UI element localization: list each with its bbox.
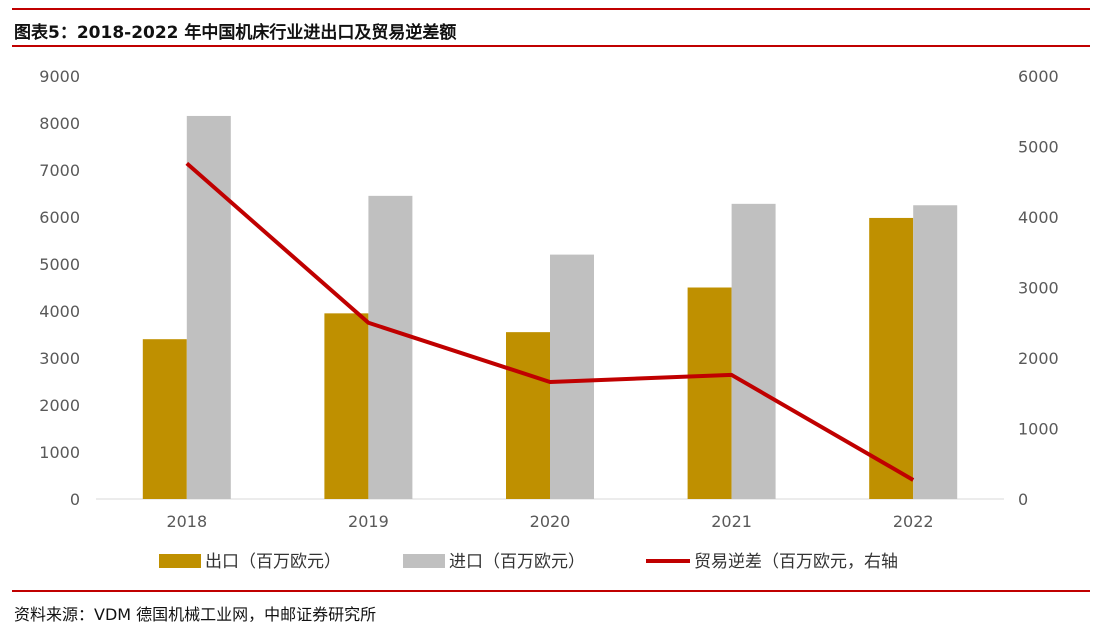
import-bar [186, 115, 231, 499]
left-axis-tick-label: 9000 [39, 67, 80, 86]
left-axis-tick-label: 2000 [39, 396, 80, 415]
trade-deficit-line [185, 161, 915, 482]
right-axis: 0 1000 2000 3000 4000 5000 6000 [1018, 67, 1059, 509]
chart-area: 0 1000 2000 3000 4000 5000 6000 7000 8000 9000 0 1… [39, 67, 1059, 572]
left-axis-tick-label: 7000 [39, 161, 80, 180]
legend-label-import: 进口（百万欧元） [449, 552, 585, 572]
right-axis-tick-label: 2000 [1018, 349, 1059, 368]
x-axis-tick-label: 2019 [348, 512, 389, 531]
top-rule [12, 8, 1090, 10]
right-axis-tick-label: 5000 [1018, 138, 1059, 157]
left-axis-tick-label: 0 [70, 490, 80, 509]
x-axis-tick-label: 2022 [893, 512, 934, 531]
trade-deficit-series [185, 161, 915, 482]
left-axis-tick-label: 4000 [39, 302, 80, 321]
left-axis-tick-label: 6000 [39, 208, 80, 227]
legend-label-deficit: 贸易逆差（百万欧元，右轴 [694, 552, 898, 572]
legend-swatch-import [403, 554, 445, 568]
x-axis-tick-label: 2021 [711, 512, 752, 531]
source-note: 资料来源：VDM 德国机械工业网，中邮证券研究所 [14, 605, 377, 624]
chart-title: 图表5：2018-2022 年中国机床行业进出口及贸易逆差额 [14, 23, 457, 43]
export-bar [869, 217, 914, 499]
legend-label-export: 出口（百万欧元） [205, 552, 341, 572]
import-bar [913, 205, 958, 499]
import-bar [368, 195, 413, 499]
left-axis-tick-label: 1000 [39, 443, 80, 462]
export-bar [324, 313, 369, 499]
bottom-rule [12, 590, 1090, 592]
left-axis-tick-label: 5000 [39, 255, 80, 274]
export-bar [142, 339, 187, 499]
left-axis-tick-label: 3000 [39, 349, 80, 368]
right-axis-tick-label: 4000 [1018, 208, 1059, 227]
right-axis-tick-label: 3000 [1018, 279, 1059, 298]
title-rule [12, 45, 1090, 47]
legend: 出口（百万欧元） 进口（百万欧元） 贸易逆差（百万欧元，右轴 [159, 552, 898, 572]
export-bar [687, 287, 732, 499]
left-axis: 0 1000 2000 3000 4000 5000 6000 7000 8000 9000 [39, 67, 80, 509]
bars [142, 115, 958, 499]
x-axis-tick-label: 2018 [166, 512, 207, 531]
right-axis-tick-label: 1000 [1018, 420, 1059, 439]
import-bar [731, 203, 776, 499]
right-axis-tick-label: 6000 [1018, 67, 1059, 86]
export-bar [506, 332, 550, 499]
x-axis-tick-label: 2020 [530, 512, 571, 531]
x-axis-ticks: 2018 2019 2020 2021 2022 [166, 512, 933, 531]
legend-swatch-export [159, 554, 201, 568]
right-axis-tick-label: 0 [1018, 490, 1028, 509]
left-axis-tick-label: 8000 [39, 114, 80, 133]
import-bar [550, 254, 594, 499]
